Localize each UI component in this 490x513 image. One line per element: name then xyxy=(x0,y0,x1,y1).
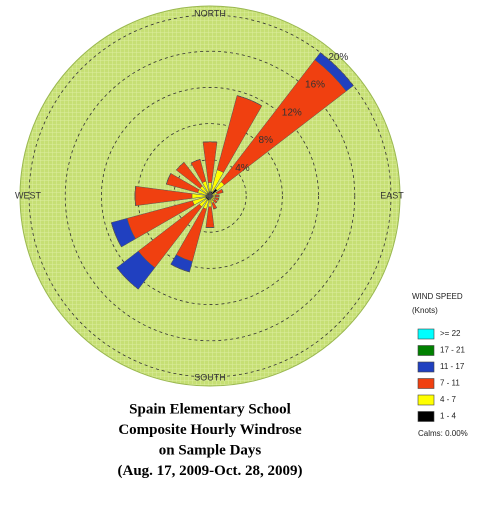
grid-ring xyxy=(137,123,283,269)
legend-label: 4 - 7 xyxy=(440,395,457,404)
legend-swatch xyxy=(417,378,435,389)
direction-label: NORTH xyxy=(194,8,226,18)
direction-label: SOUTH xyxy=(194,372,226,382)
chart-title: (Aug. 17, 2009-Oct. 28, 2009) xyxy=(118,463,303,479)
ring-label: 4% xyxy=(235,163,250,174)
legend-swatch xyxy=(417,328,435,340)
direction-label: EAST xyxy=(380,190,404,200)
legend-title: (Knots) xyxy=(412,306,438,315)
ring-label: 20% xyxy=(328,52,348,63)
legend-swatch xyxy=(417,394,435,406)
legend-swatch xyxy=(417,361,435,373)
wind-segment xyxy=(215,194,220,198)
legend-swatch xyxy=(417,345,435,356)
legend-title: WIND SPEED xyxy=(412,292,463,301)
wind-segment xyxy=(176,162,185,171)
legend-label: 1 - 4 xyxy=(440,412,457,421)
chart-title: Spain Elementary School xyxy=(129,401,291,417)
legend-swatch xyxy=(417,411,435,422)
annotation: Calms: 0.00% xyxy=(418,429,468,438)
direction-label: WEST xyxy=(15,190,42,200)
legend-label: >= 22 xyxy=(440,329,461,338)
wind-segment xyxy=(221,189,224,193)
ring-label: 8% xyxy=(259,135,274,146)
grid-ring xyxy=(64,50,356,342)
chart-title: on Sample Days xyxy=(159,442,262,458)
grid-ring xyxy=(101,87,319,305)
legend-label: 11 - 17 xyxy=(440,362,465,371)
wind-segment xyxy=(212,195,216,197)
ring-label: 16% xyxy=(305,80,325,91)
wind-segment xyxy=(134,186,136,206)
wind-segment xyxy=(213,207,217,210)
legend-label: 7 - 11 xyxy=(440,379,460,388)
legend-label: 17 - 21 xyxy=(440,346,465,355)
ring-label: 12% xyxy=(282,107,302,118)
chart-title: Composite Hourly Windrose xyxy=(118,422,302,438)
grid-ring xyxy=(28,14,392,378)
